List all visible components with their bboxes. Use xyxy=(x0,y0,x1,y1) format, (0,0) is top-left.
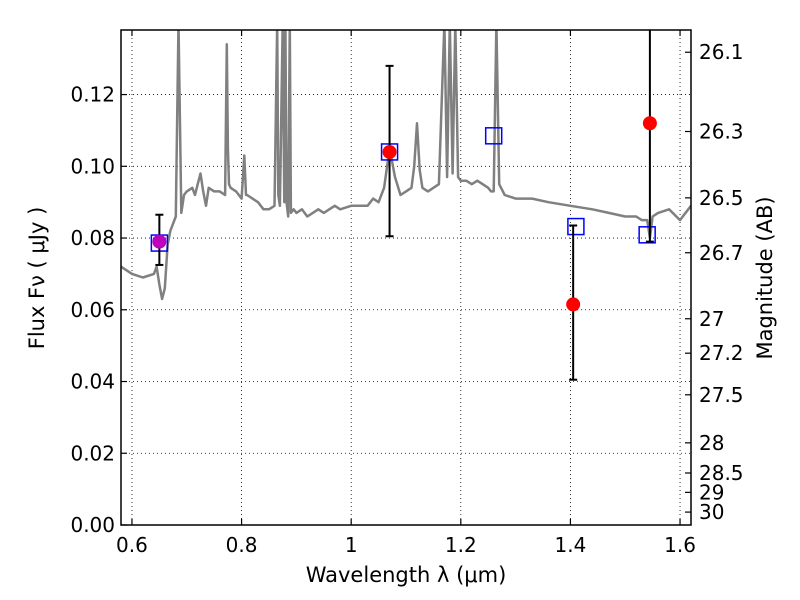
right-axis-label: Magnitude (AB) xyxy=(753,196,777,359)
right-tick-label: 26.1 xyxy=(699,40,744,64)
y-tick-label: 0.06 xyxy=(70,298,115,322)
model-spectrum-line xyxy=(121,30,691,301)
observed-point xyxy=(642,116,657,131)
x-axis-label: Wavelength λ (μm) xyxy=(306,563,507,587)
x-tick-label: 1 xyxy=(345,533,358,557)
right-tick-label: 28 xyxy=(699,431,724,455)
plot-frame xyxy=(120,29,692,526)
x-tick-label: 1.6 xyxy=(664,533,696,557)
right-tick-label: 27.5 xyxy=(699,383,744,407)
y-tick-label: 0.00 xyxy=(70,513,115,537)
y-tick-label: 0.12 xyxy=(70,83,115,107)
right-tick-label: 26.7 xyxy=(699,241,744,265)
observed-point xyxy=(566,297,581,312)
tick-group: 0.6 0.8 1 1.2 1.4 1.6 0.00 0.02 0.04 0.06 0.08 0.10… xyxy=(70,30,744,557)
x-tick-label: 0.6 xyxy=(116,533,148,557)
model-band-box xyxy=(567,217,585,236)
right-tick-label: 30 xyxy=(699,500,724,524)
y-axis-label: Flux Fν ( μJy ) xyxy=(25,207,49,350)
y-tick-label: 0.02 xyxy=(70,441,115,465)
right-tick-label: 26.5 xyxy=(699,186,744,210)
right-tick-label: 28.5 xyxy=(699,461,744,485)
right-tick-label: 26.3 xyxy=(699,120,744,144)
model-spectrum-group xyxy=(121,30,691,301)
right-tick-label: 27.2 xyxy=(699,341,744,365)
y-tick-label: 0.04 xyxy=(70,370,115,394)
x-tick-label: 0.8 xyxy=(226,533,258,557)
model-band-markers xyxy=(150,127,656,252)
y-tick-label: 0.10 xyxy=(70,154,115,178)
x-tick-label: 1.2 xyxy=(445,533,477,557)
right-tick-label: 29 xyxy=(699,480,724,504)
right-tick-label: 27 xyxy=(699,307,724,331)
observed-markers xyxy=(152,30,657,381)
x-tick-label: 1.4 xyxy=(555,533,587,557)
y-tick-label: 0.08 xyxy=(70,226,115,250)
model-band-box xyxy=(484,127,503,145)
observed-point xyxy=(382,144,397,159)
model-band-box xyxy=(638,226,656,244)
observed-point xyxy=(152,234,167,249)
